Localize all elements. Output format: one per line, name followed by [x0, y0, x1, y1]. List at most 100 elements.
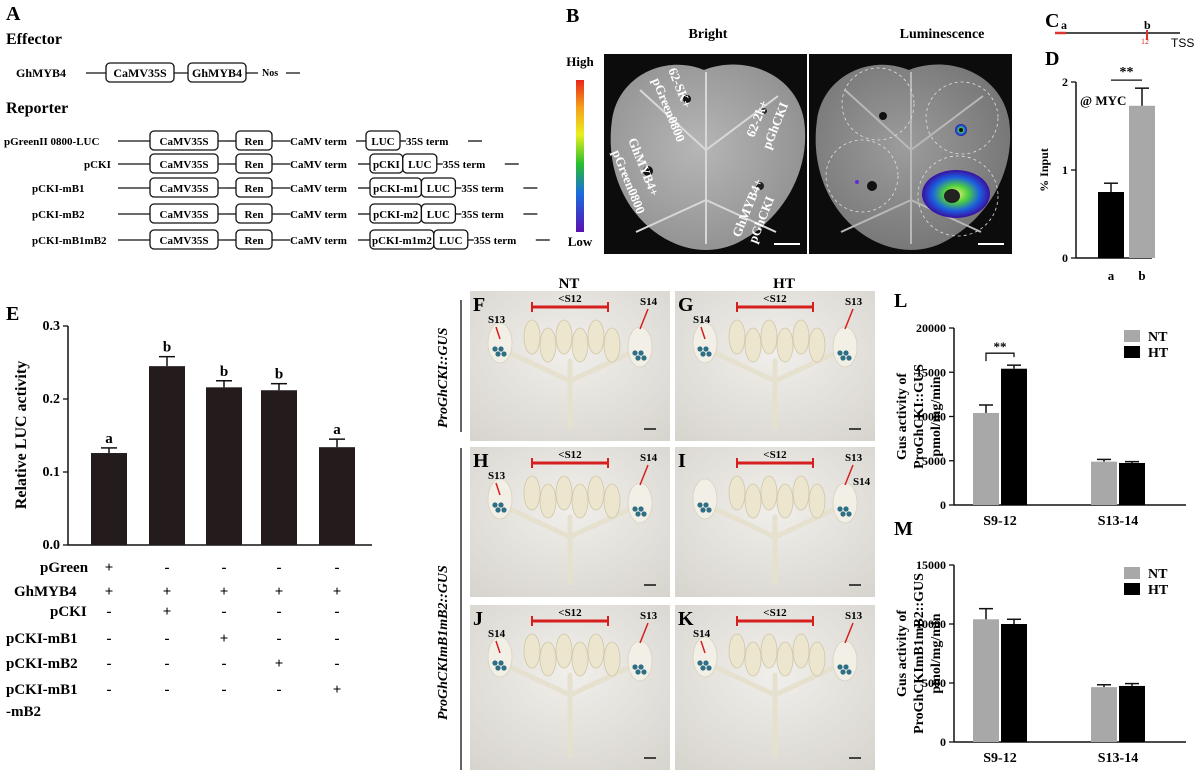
significance-bracket [985, 352, 1015, 362]
x-tick-label: S13-14 [1098, 514, 1138, 529]
bar [149, 366, 185, 545]
panel-label: K [678, 608, 694, 630]
treatment-sign: + [105, 560, 114, 576]
panel-label: F [473, 294, 485, 316]
panel-label: G [678, 294, 694, 316]
treatment-sign: - [277, 631, 282, 647]
bar [206, 387, 242, 545]
treatment-sign: - [335, 560, 340, 576]
effector-gene-box: GhMYB4 [192, 66, 242, 80]
y-tick-label: 0.3 [43, 319, 61, 334]
legend-swatch [1124, 346, 1140, 358]
treatment-sign: - [335, 604, 340, 620]
legend-swatch [1124, 567, 1140, 579]
treatment-sign: + [105, 584, 114, 600]
x-tick-label: S13-14 [1098, 751, 1138, 766]
stage-label-left: S14 [488, 628, 506, 640]
panel-b: B Bright Luminescence High Low 62-SK+ pG… [566, 5, 1012, 254]
treatment-row-label: pCKI-mB1 [6, 631, 78, 647]
reporter-name: pCKI [84, 159, 111, 171]
column-nt-title: NT [559, 276, 580, 292]
luc-terminator: 35S term [461, 183, 503, 195]
significance-letter: b [220, 364, 228, 380]
luminescence-title: Luminescence [900, 27, 985, 42]
stage-label-right: S14 [640, 452, 658, 464]
panel-label: I [678, 450, 686, 472]
treatment-sign: + [220, 584, 229, 600]
row1-genotype-label: ProGhCKI::GUS [436, 327, 451, 428]
promoter-insert-box: pCKI-m1 [373, 183, 418, 195]
treatment-sign: - [165, 560, 170, 576]
panel-c: C a b 12 TSS [1045, 10, 1194, 50]
scale-high-label: High [566, 54, 594, 69]
y-tick-label: 15000 [916, 558, 946, 572]
y-tick-label: 5000 [922, 454, 946, 468]
treatment-sign: - [107, 604, 112, 620]
scale-low-label: Low [568, 234, 593, 249]
effector-terminator: Nos [262, 68, 278, 79]
gus-photo-j: <S12 J S14 S13 [470, 605, 670, 770]
effector-heading: Effector [6, 31, 62, 48]
bar [973, 619, 999, 742]
significance-letter: b [275, 367, 283, 383]
reporter-row: pGreenII 0800-LUC CaMV35S Ren CaMV term LUC 3… [4, 130, 482, 151]
bar [973, 412, 999, 505]
treatment-sign: - [222, 656, 227, 672]
bar [1119, 685, 1145, 742]
camv-terminator: CaMV term [290, 235, 347, 247]
x-tick-label: S9-12 [983, 514, 1016, 529]
panel-label-m: M [894, 518, 913, 540]
reporter-row: pCKI CaMV35S Ren CaMV term pCKI LUC 35S term [84, 153, 519, 174]
stage-label-top: <S12 [558, 449, 582, 461]
treatment-row-label: pCKI-mB2 [6, 656, 78, 672]
y-tick-label: 1 [1062, 163, 1068, 177]
treatment-row-label: pCKI-mB1 [6, 682, 78, 698]
ren-box: Ren [245, 209, 264, 221]
panel-label-l: L [894, 290, 907, 312]
panel-label-e: E [6, 303, 19, 325]
column-ht-title: HT [773, 276, 795, 292]
site-b-label: b [1144, 18, 1151, 32]
reporter-constructs: pGreenII 0800-LUC CaMV35S Ren CaMV term LUC 3… [4, 130, 550, 250]
y-tick-label: 0.2 [43, 392, 61, 407]
site-b-number: 12 [1141, 37, 1149, 46]
treatment-sign: - [222, 560, 227, 576]
legend-label: NT [1148, 567, 1168, 582]
panel-label: J [473, 608, 483, 630]
x-tick-label: a [1108, 268, 1115, 283]
stage-label-top: <S12 [763, 449, 787, 461]
bar [1091, 687, 1117, 742]
treatment-sign: - [277, 682, 282, 698]
significance-letter: b [163, 340, 171, 356]
y-tick-label: 0 [940, 735, 946, 749]
treatment-row-label: GhMYB4 [14, 584, 77, 600]
reporter-row: pCKI-mB2 CaMV35S Ren CaMV term pCKI-m2 LUC 35S… [32, 203, 538, 224]
ren-box: Ren [245, 235, 264, 247]
luc-box: LUC [408, 159, 431, 171]
treatment-sign: + [275, 656, 284, 672]
promoter-box: CaMV35S [160, 209, 209, 221]
bar [91, 453, 127, 545]
treatment-sign: - [165, 682, 170, 698]
stage-label-right-2: S14 [853, 476, 871, 488]
treatment-sign: - [277, 560, 282, 576]
y-tick-label: 0 [1062, 251, 1068, 265]
significance-mark: ** [1120, 65, 1134, 80]
gus-staining-panels: NT HT ProGhCKI::GUS ProGhCKImB1mB2::GUS … [436, 276, 875, 770]
row2-genotype-label: ProGhCKImB1mB2::GUS [436, 565, 451, 720]
y-axis-title-line: pmol/mg/min [929, 376, 944, 456]
bar [319, 447, 355, 545]
treatment-sign: - [107, 656, 112, 672]
stage-label-left: S14 [693, 628, 711, 640]
panel-label-a: A [6, 3, 21, 25]
effector-promoter-box: CaMV35S [113, 66, 167, 80]
y-axis-title: % Input [1037, 148, 1051, 192]
luc-box: LUC [427, 183, 450, 195]
luc-box: LUC [371, 136, 394, 148]
stage-label-left: S13 [488, 470, 506, 482]
treatment-row-label: pCKI [50, 604, 87, 620]
effector-name: GhMYB4 [16, 66, 66, 80]
promoter-box: CaMV35S [160, 183, 209, 195]
